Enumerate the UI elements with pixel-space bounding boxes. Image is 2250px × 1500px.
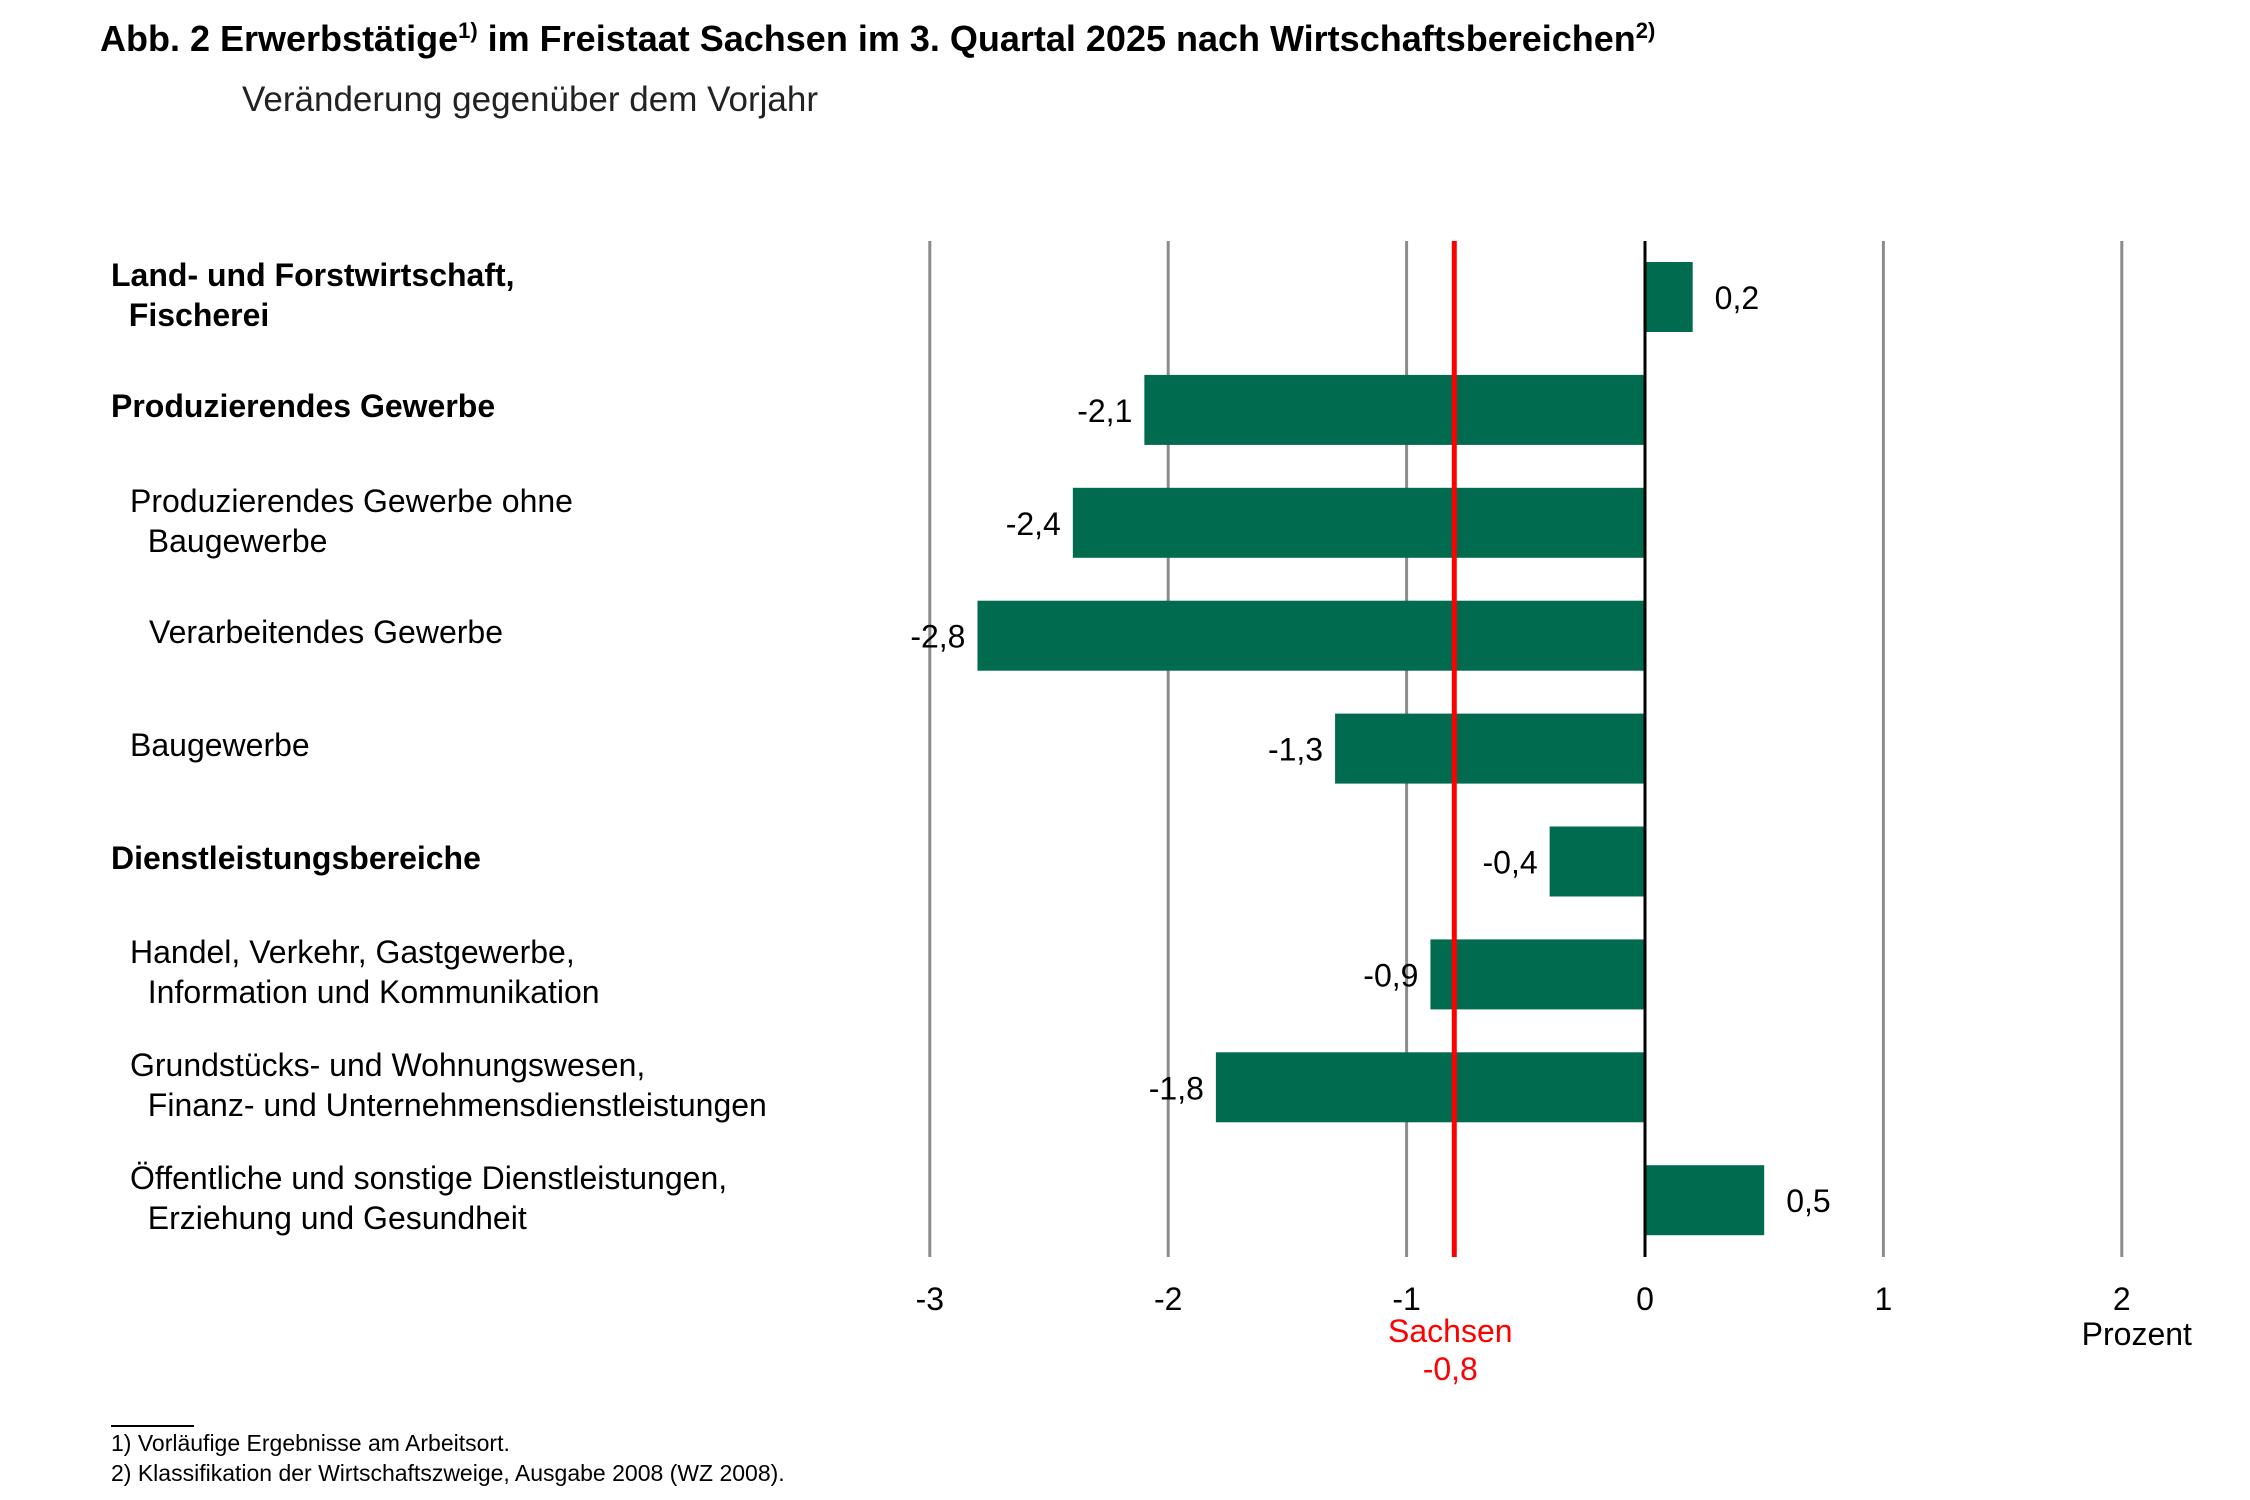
reference-label: Sachsen — [1388, 1313, 1513, 1349]
data-label: -2,8 — [910, 619, 965, 655]
category-label: Produzierendes Gewerbe — [111, 387, 496, 424]
x-axis-label: Prozent — [2082, 1316, 2192, 1352]
footnote-1: 1) Vorläufige Ergebnisse am Arbeitsort. — [111, 1430, 510, 1456]
category-label: Öffentliche und sonstige Dienstleistunge… — [130, 1160, 728, 1237]
category-label: Produzierendes Gewerbe ohne Baugewerbe — [130, 482, 573, 559]
data-label: -0,9 — [1363, 957, 1418, 993]
x-tick-label: 2 — [2113, 1281, 2131, 1317]
reference-value-label: -0,8 — [1423, 1351, 1478, 1387]
bar — [1144, 374, 1645, 445]
category-label: Dienstleistungsbereiche — [111, 839, 481, 876]
x-tick-label: -3 — [916, 1281, 944, 1317]
bar — [1215, 1052, 1645, 1123]
title-text: Abb. 2 Erwerbstätige — [100, 18, 459, 59]
bar — [1645, 1165, 1765, 1236]
footnote-2: 2) Klassifikation der Wirtschaftszweige,… — [111, 1460, 785, 1486]
bar — [1549, 826, 1645, 897]
bar — [1430, 939, 1645, 1010]
bar — [977, 600, 1645, 671]
data-label: -1,3 — [1268, 732, 1323, 768]
data-label: 0,2 — [1715, 280, 1759, 316]
x-tick-label: 1 — [1875, 1281, 1893, 1317]
chart-subtitle: Veränderung gegenüber dem Vorjahr — [242, 80, 818, 119]
title-text-cont: im Freistaat Sachsen im 3. Quartal 2025 … — [477, 18, 1636, 59]
footnote-ref-2: 2) — [1635, 18, 1656, 43]
bar — [1645, 262, 1693, 332]
x-tick-label: -1 — [1392, 1281, 1420, 1317]
data-label: 0,5 — [1786, 1183, 1830, 1219]
footnote-divider — [111, 1425, 194, 1427]
category-label: Handel, Verkehr, Gastgewerbe, Informatio… — [130, 934, 600, 1011]
category-label: Grundstücks- und Wohnungswesen, Finanz- … — [130, 1047, 767, 1124]
data-label: -2,4 — [1006, 506, 1061, 542]
category-label: Land- und Forstwirtschaft, Fischerei — [111, 257, 515, 333]
bar — [1335, 713, 1645, 784]
chart-title: Abb. 2 Erwerbstätige1) im Freistaat Sach… — [100, 18, 1655, 60]
footnote-ref-1: 1) — [458, 18, 478, 43]
data-label: -0,4 — [1482, 845, 1537, 881]
x-tick-label: 0 — [1636, 1281, 1654, 1317]
data-label: -2,1 — [1077, 393, 1132, 429]
category-label: Verarbeitendes Gewerbe — [149, 613, 503, 650]
bar — [1072, 487, 1645, 558]
category-label: Baugewerbe — [130, 726, 310, 763]
x-tick-label: -2 — [1154, 1281, 1182, 1317]
data-label: -1,8 — [1149, 1070, 1204, 1106]
